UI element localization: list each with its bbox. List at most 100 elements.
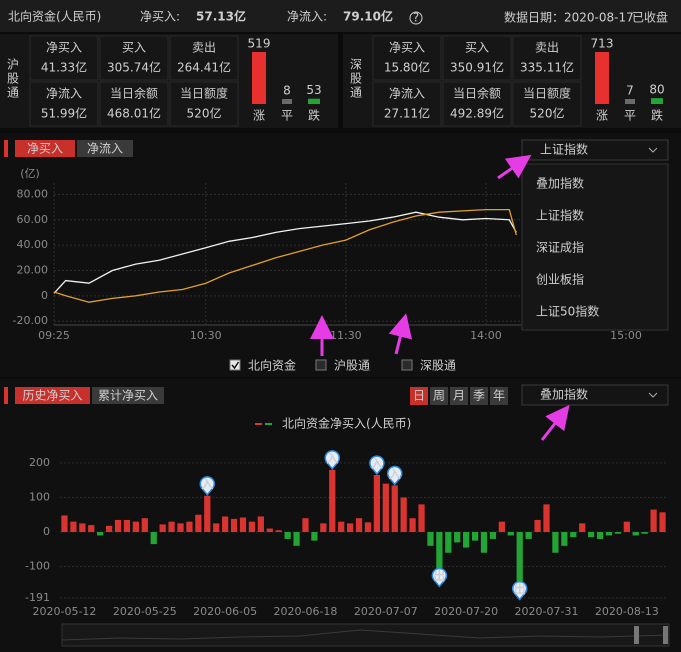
dropdown-value[interactable]: 叠加指数 bbox=[540, 387, 588, 402]
bar bbox=[382, 483, 389, 533]
arrow bbox=[540, 404, 570, 441]
stat-label: 卖出 bbox=[535, 41, 559, 55]
flow-marker-label: 出 bbox=[514, 581, 526, 596]
bar bbox=[346, 523, 354, 533]
period-button[interactable] bbox=[410, 387, 428, 405]
bar bbox=[579, 523, 586, 533]
dropdown[interactable] bbox=[521, 384, 669, 406]
bar bbox=[659, 512, 666, 533]
bar bbox=[61, 515, 68, 533]
flow-marker-label: 入 bbox=[201, 477, 213, 491]
bar bbox=[302, 518, 309, 533]
panel-name: 深股通 bbox=[349, 58, 363, 100]
dropdown-option[interactable]: 上证50指数 bbox=[536, 304, 599, 319]
period-label[interactable]: 月 bbox=[453, 389, 465, 403]
dropdown-option[interactable]: 深证成指 bbox=[536, 240, 584, 255]
breadth-label: 跌 bbox=[308, 108, 320, 123]
period-button[interactable] bbox=[430, 387, 448, 405]
stat-cell bbox=[372, 35, 442, 81]
bar bbox=[88, 525, 95, 533]
bar bbox=[436, 532, 443, 580]
navigator[interactable] bbox=[61, 623, 670, 647]
dropdown-option[interactable]: 上证指数 bbox=[536, 208, 584, 223]
legend-label[interactable]: 深股通 bbox=[420, 359, 456, 373]
stat-label: 买入 bbox=[465, 41, 489, 55]
period-label[interactable]: 周 bbox=[433, 389, 445, 403]
bar bbox=[445, 532, 452, 553]
bar bbox=[588, 532, 595, 538]
stat-cell bbox=[29, 35, 99, 81]
net-inflow-label: 净流入: bbox=[287, 10, 327, 24]
dropdown-option[interactable]: 创业板指 bbox=[536, 272, 584, 287]
flow-marker bbox=[324, 450, 340, 470]
legend-label[interactable]: 沪股通 bbox=[334, 359, 370, 373]
bar bbox=[418, 504, 425, 533]
annotation-arrows bbox=[310, 154, 570, 441]
bar bbox=[489, 532, 497, 539]
stat-value: 335.11亿 bbox=[520, 60, 574, 75]
legend-checkbox[interactable] bbox=[315, 359, 327, 371]
period-button[interactable] bbox=[470, 387, 488, 405]
breadth-bar bbox=[308, 98, 320, 104]
dropdown-value[interactable]: 上证指数 bbox=[540, 142, 588, 157]
bar bbox=[632, 532, 639, 536]
x-tick-label: 2020-07-20 bbox=[434, 605, 498, 618]
market-status: 已收盘 bbox=[632, 10, 668, 25]
stat-value: 492.89亿 bbox=[450, 106, 504, 121]
y-tick-label: 0 bbox=[41, 289, 48, 302]
bar bbox=[552, 532, 559, 553]
tab-label[interactable]: 历史净买入 bbox=[22, 389, 82, 403]
stat-value: 468.01亿 bbox=[107, 106, 161, 121]
arrow bbox=[497, 154, 532, 180]
bar bbox=[641, 532, 648, 534]
period-label[interactable]: 年 bbox=[493, 389, 505, 403]
bar bbox=[257, 516, 264, 533]
bar bbox=[114, 519, 122, 533]
breadth-count: 519 bbox=[248, 37, 271, 51]
tab[interactable] bbox=[15, 387, 90, 404]
navigator-handle[interactable] bbox=[634, 626, 639, 644]
tab[interactable] bbox=[15, 140, 75, 157]
panel-name: 沪股通 bbox=[6, 58, 20, 100]
help-icon[interactable] bbox=[409, 11, 423, 25]
bar bbox=[150, 532, 157, 545]
navigator-handle[interactable] bbox=[663, 626, 668, 644]
x-tick-label: 2020-05-25 bbox=[113, 605, 177, 618]
period-button[interactable] bbox=[490, 387, 508, 405]
data-date: 数据日期：2020-08-17 bbox=[504, 10, 634, 25]
period-label[interactable]: 季 bbox=[473, 389, 485, 403]
dropdown-option[interactable]: 叠加指数 bbox=[536, 176, 584, 191]
stat-cell bbox=[442, 35, 512, 81]
stat-value: 264.41亿 bbox=[177, 60, 231, 75]
y-tick-label: -100 bbox=[25, 560, 50, 573]
bar bbox=[195, 514, 202, 533]
tab-label[interactable]: 净流入 bbox=[87, 142, 123, 156]
bar bbox=[79, 523, 86, 533]
help-text[interactable]: ? bbox=[413, 11, 419, 25]
tab[interactable] bbox=[77, 140, 133, 157]
tab-label[interactable]: 净买入 bbox=[27, 142, 63, 156]
bar bbox=[507, 532, 514, 536]
net-buy-value: 57.13亿 bbox=[196, 9, 246, 24]
dropdown[interactable] bbox=[521, 139, 669, 161]
breadth-bar bbox=[252, 52, 266, 104]
x-tick-label: 2020-07-07 bbox=[354, 605, 418, 618]
stat-label: 当日余额 bbox=[453, 86, 501, 101]
period-label[interactable]: 日 bbox=[413, 389, 425, 403]
tab-label[interactable]: 累计净买入 bbox=[98, 389, 158, 403]
flow-marker-label: 出 bbox=[433, 568, 445, 583]
bar bbox=[248, 521, 256, 533]
stat-cell bbox=[372, 81, 442, 127]
period-button[interactable] bbox=[450, 387, 468, 405]
bar bbox=[623, 521, 630, 533]
bar bbox=[364, 522, 372, 533]
bar bbox=[141, 518, 148, 533]
bar bbox=[596, 532, 604, 539]
legend-label[interactable]: 北向资金 bbox=[248, 358, 296, 373]
bar bbox=[213, 523, 220, 533]
legend-checkbox[interactable] bbox=[229, 359, 241, 371]
legend-checkbox[interactable] bbox=[401, 359, 413, 371]
tab[interactable] bbox=[92, 387, 164, 404]
x-tick-label: 14:00 bbox=[470, 329, 502, 342]
stat-cell bbox=[169, 35, 239, 81]
